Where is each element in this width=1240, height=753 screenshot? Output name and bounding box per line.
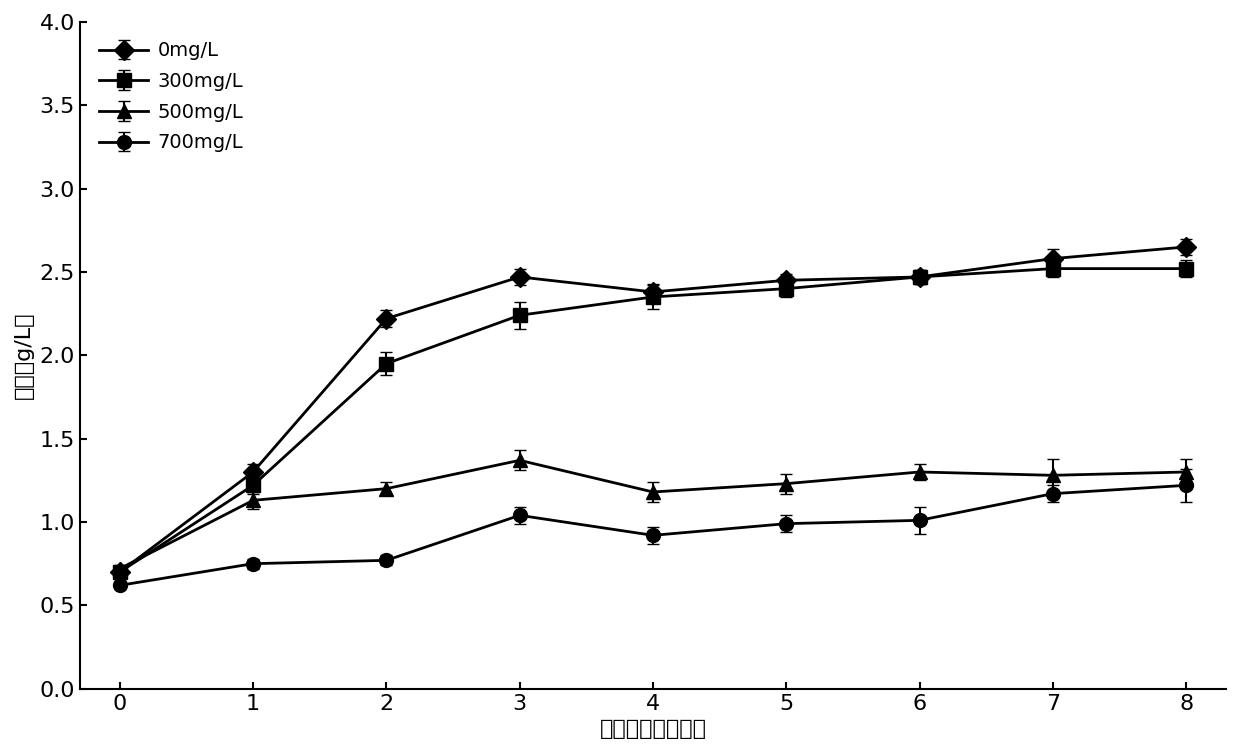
X-axis label: 培养时间（天数）: 培养时间（天数） bbox=[599, 719, 707, 739]
Legend: 0mg/L, 300mg/L, 500mg/L, 700mg/L: 0mg/L, 300mg/L, 500mg/L, 700mg/L bbox=[89, 32, 253, 162]
Y-axis label: 干重（g/L）: 干重（g/L） bbox=[14, 312, 33, 399]
